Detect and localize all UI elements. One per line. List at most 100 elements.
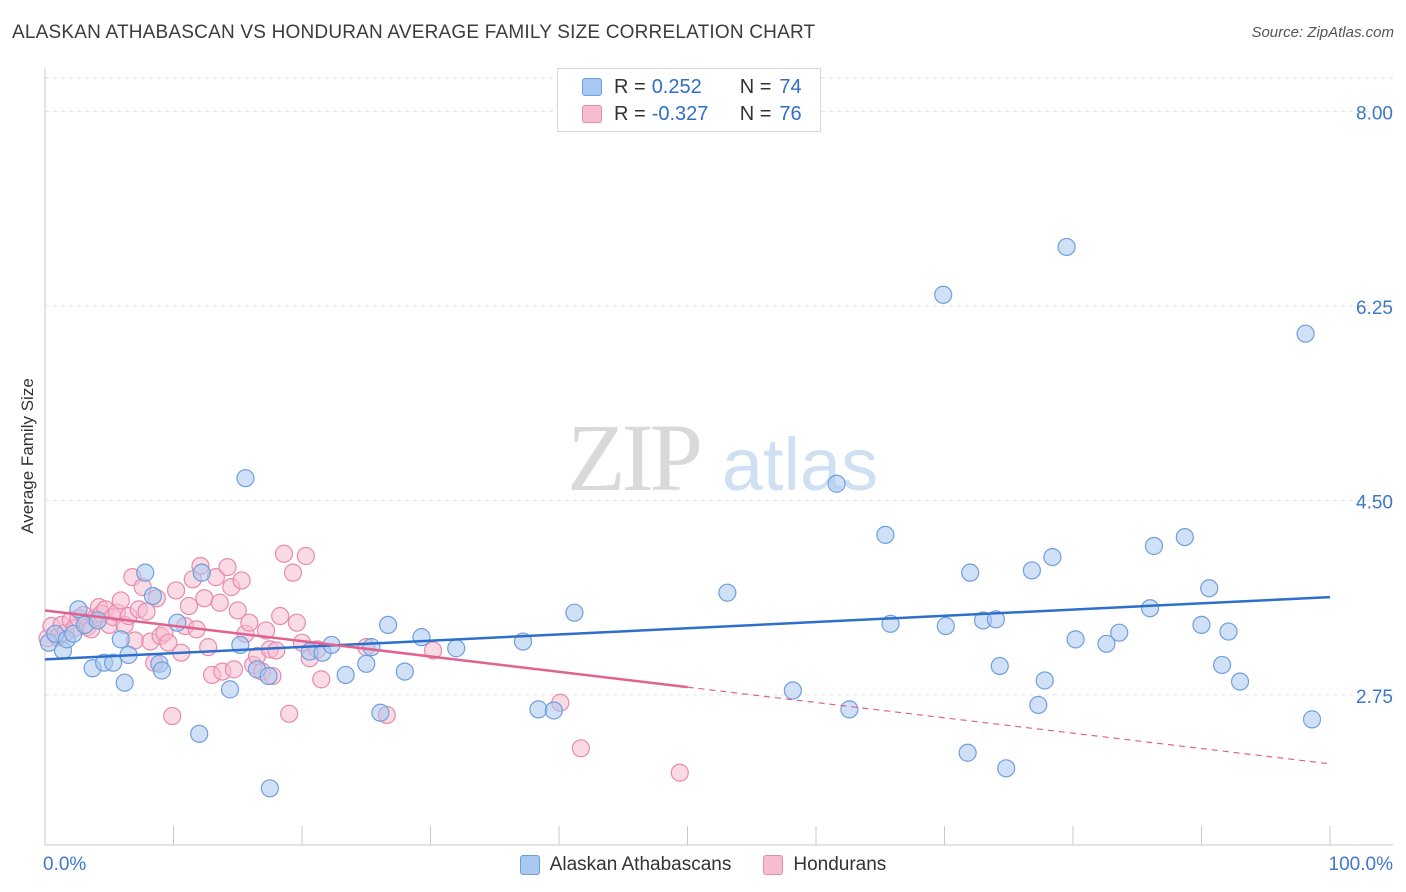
honduran-point [296,546,315,566]
athabascan-point [1175,527,1194,547]
legend-swatch-pink [582,105,602,123]
athabascan-point [143,586,163,606]
athabascan-point [220,680,240,699]
athabascan-point [827,474,846,493]
athabascan-point [152,661,172,680]
athabascan-point [961,563,980,582]
athabascan-point [412,628,431,647]
y-tick-label: 8.00 [1356,103,1393,124]
athabascan-point [259,666,278,686]
honduran-point [274,544,294,563]
honduran-point [179,596,199,616]
legend-swatch-pink [763,855,784,875]
athabascan-point [236,469,255,488]
trend-lines [44,595,1331,765]
legend-item-alaskan-athabascans: Alaskan Athabascans [519,854,732,876]
athabascan-point [362,638,381,657]
athabascan-point [1097,634,1116,653]
honduran-point [571,739,590,758]
legend-swatch-blue [582,78,602,96]
athabascan-point [565,603,584,622]
athabascan-point [934,285,953,304]
honduran-point [163,706,182,726]
athabascan-point [936,616,955,636]
honduran-point [137,602,156,621]
honduran-point [159,633,178,652]
legend-n-value: 76 [779,102,802,125]
y-tick-label: 2.75 [1356,687,1393,708]
athabascan-point [783,681,802,700]
honduran-point [256,621,276,640]
honduran-point [287,613,306,632]
athabascan-point [1144,536,1164,556]
axes [44,68,1393,846]
honduran-point [232,571,251,590]
athabascan-point [371,703,390,722]
athabascan-point [447,639,466,658]
honduran-point [267,641,286,660]
honduran-point [283,563,303,582]
honduran-trend-line [44,609,688,689]
athabascan-point [1302,710,1322,729]
athabascan-point [1022,561,1041,580]
alaskan-athabascans-points [39,237,1322,798]
legend-n-label: N = [739,102,772,125]
athabascan-point [1110,623,1129,642]
honduran-point [240,613,259,632]
honduran-point [228,601,247,620]
honduran-point [271,606,290,626]
legend-r-label: R = [614,75,646,98]
legend-n-label: N = [739,75,772,98]
y-tick-label: 6.25 [1356,298,1393,319]
athabascan-trend-line [44,595,1331,661]
honduran-point [224,660,243,679]
athabascan-point [1057,237,1076,257]
honduran-point [199,638,218,657]
source-credit: Source: ZipAtlas.com [1251,24,1394,41]
honduran-point [423,641,443,660]
athabascan-point [840,700,859,719]
y-tick-label: 4.50 [1356,492,1393,513]
legend-row-pink: R = -0.327 N = 76 [582,102,802,126]
watermark-zip: ZIP [567,404,700,511]
y-tick-labels: 2.75 4.50 6.25 8.00 [1356,103,1393,708]
athabascan-point [544,701,563,720]
athabascan-point [395,662,414,681]
legend-item-hondurans: Hondurans [763,854,886,876]
athabascan-point [378,615,398,635]
athabascan-point [192,563,211,582]
athabascan-point [1043,547,1062,567]
athabascan-point [111,630,130,649]
athabascan-point [997,759,1016,778]
series-legend: Alaskan Athabascans Hondurans [0,852,1406,878]
athabascan-point [136,563,155,582]
legend-swatch-blue [519,855,540,875]
watermark-atlas: atlas [722,423,878,506]
honduran-point [111,591,130,610]
legend-r-value: -0.327 [651,102,709,125]
athabascan-point [104,653,123,672]
honduran-point [312,670,331,689]
correlation-legend: R = 0.252 N = 74 R = -0.327 N = 76 [557,68,821,132]
athabascan-point [1200,579,1219,598]
legend-series-name: Alaskan Athabascans [549,854,732,875]
honduran-trend-extension [687,686,1331,765]
athabascan-point [336,665,355,685]
athabascan-point [1035,671,1054,690]
x-tick-label: 100.0% [1329,854,1394,875]
athabascan-point [1192,615,1211,635]
athabascan-point [1140,599,1160,618]
athabascan-point [168,613,187,632]
athabascan-point [1029,695,1048,715]
legend-series-name: Hondurans [793,854,887,875]
athabascan-point [1212,655,1232,675]
athabascan-point [958,743,977,762]
legend-r-label: R = [614,102,646,125]
chart-title: ALASKAN ATHABASCAN VS HONDURAN AVERAGE F… [12,22,816,43]
athabascan-point [115,673,134,692]
honduran-point [670,763,689,782]
athabascan-point [986,610,1006,629]
honduran-point [195,589,214,608]
honduran-point [210,593,229,612]
